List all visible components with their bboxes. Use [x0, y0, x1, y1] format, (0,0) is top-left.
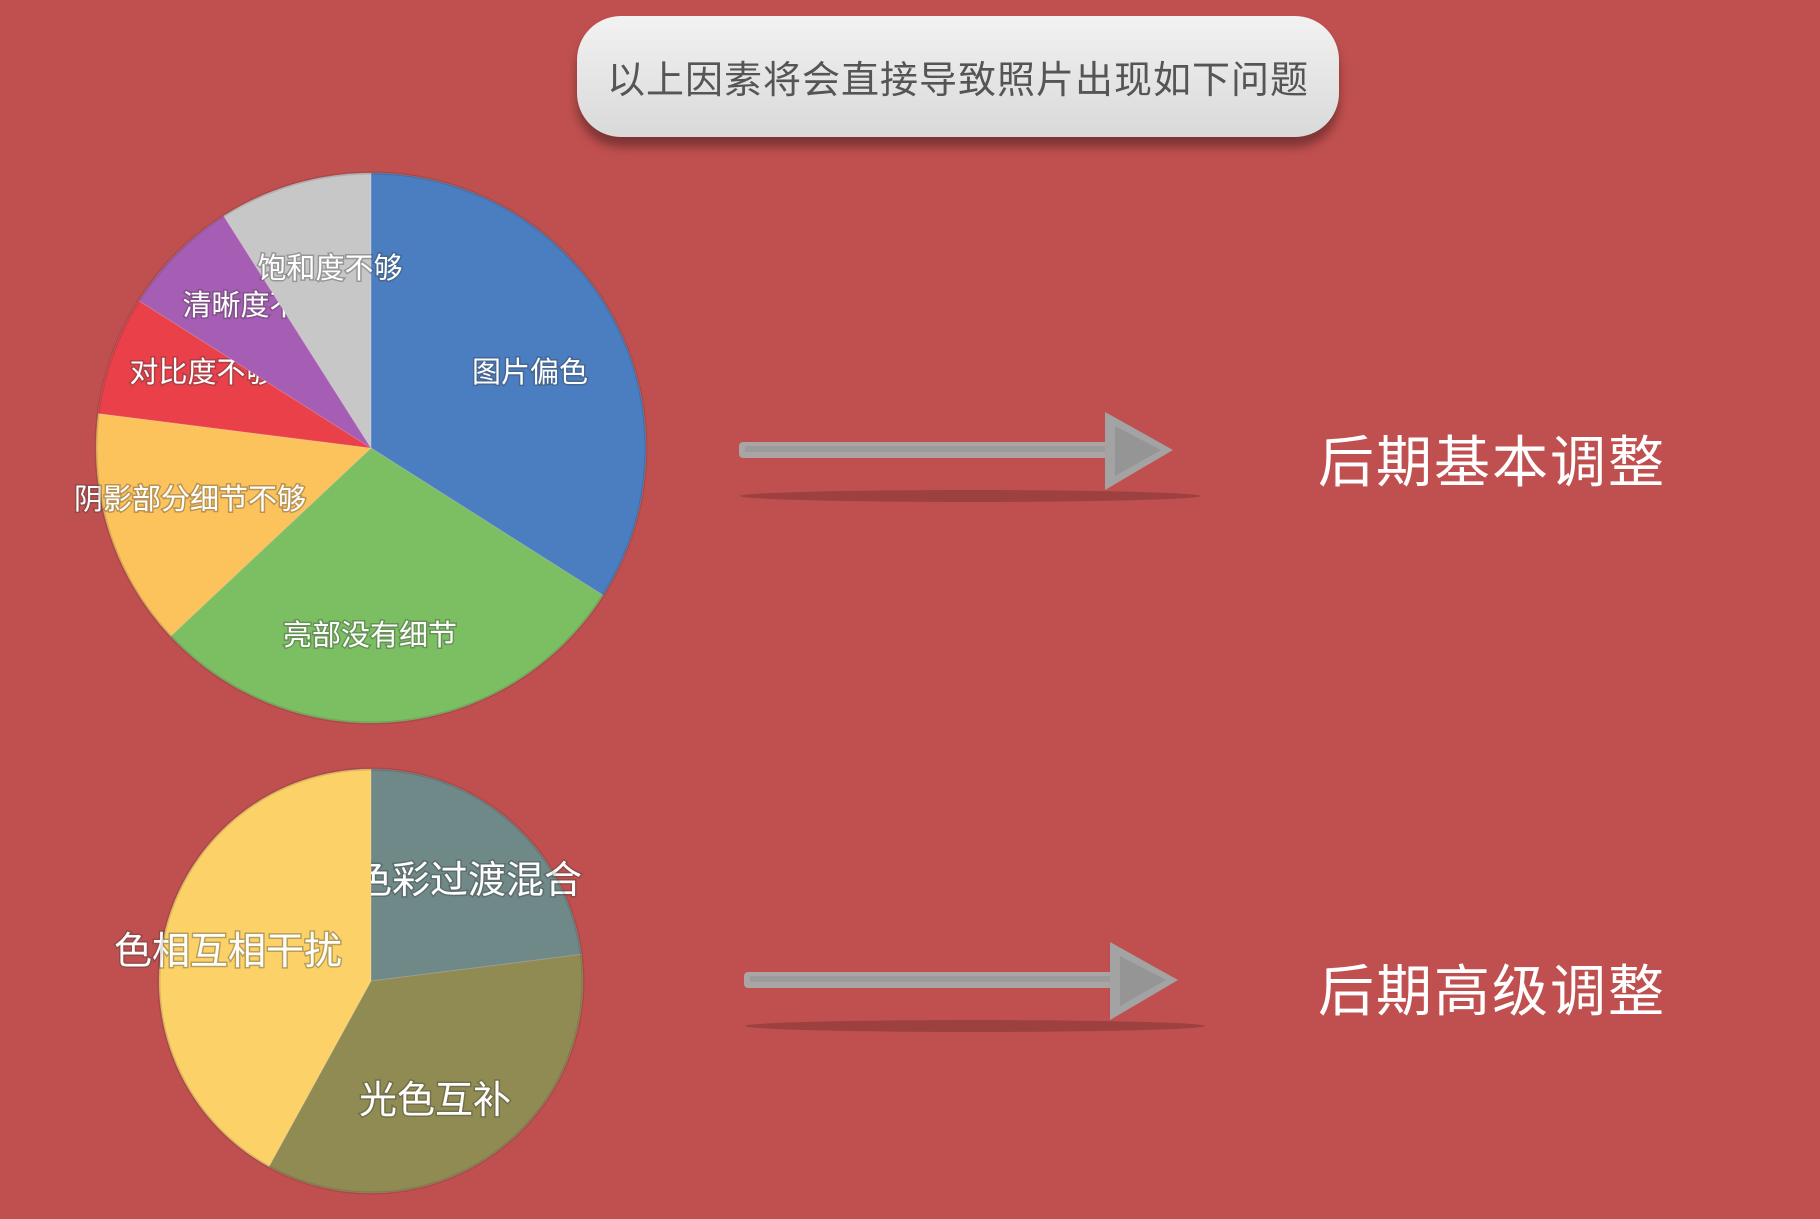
pie-slice [370, 172, 647, 597]
pie-slice-label: 色彩过渡混合 [354, 858, 582, 902]
pie-slice-label: 色相互相干扰 [114, 929, 342, 973]
result-advanced-adjustment: 后期高级调整 [1318, 960, 1666, 1025]
arrow-right-icon [744, 942, 1205, 1032]
pie-slice [370, 768, 582, 982]
title-banner: 以上因素将会直接导致照片出现如下问题 [577, 16, 1339, 137]
pie-slice-label: 阴影部分细节不够 [74, 482, 306, 516]
pie-slice [95, 412, 373, 637]
pie-outline [157, 767, 585, 1195]
pie-slice [138, 215, 372, 449]
pie-slice-label: 图片偏色 [472, 355, 588, 389]
pie-slice-label: 亮部没有细节 [283, 618, 457, 652]
result-basic-adjustment: 后期基本调整 [1318, 431, 1666, 496]
pie-slice-label: 光色互补 [359, 1078, 511, 1122]
arrow-right-icon [739, 412, 1200, 502]
pie-slice [158, 768, 372, 1168]
pie-slice [222, 172, 372, 450]
pie-slice [97, 299, 372, 449]
pie-slice-label: 饱和度不够 [257, 251, 402, 285]
page-title: 以上因素将会直接导致照片出现如下问题 [606, 58, 1309, 102]
pie-slice [268, 953, 584, 1194]
pie-outline [94, 171, 648, 725]
pie-slice [169, 447, 604, 724]
